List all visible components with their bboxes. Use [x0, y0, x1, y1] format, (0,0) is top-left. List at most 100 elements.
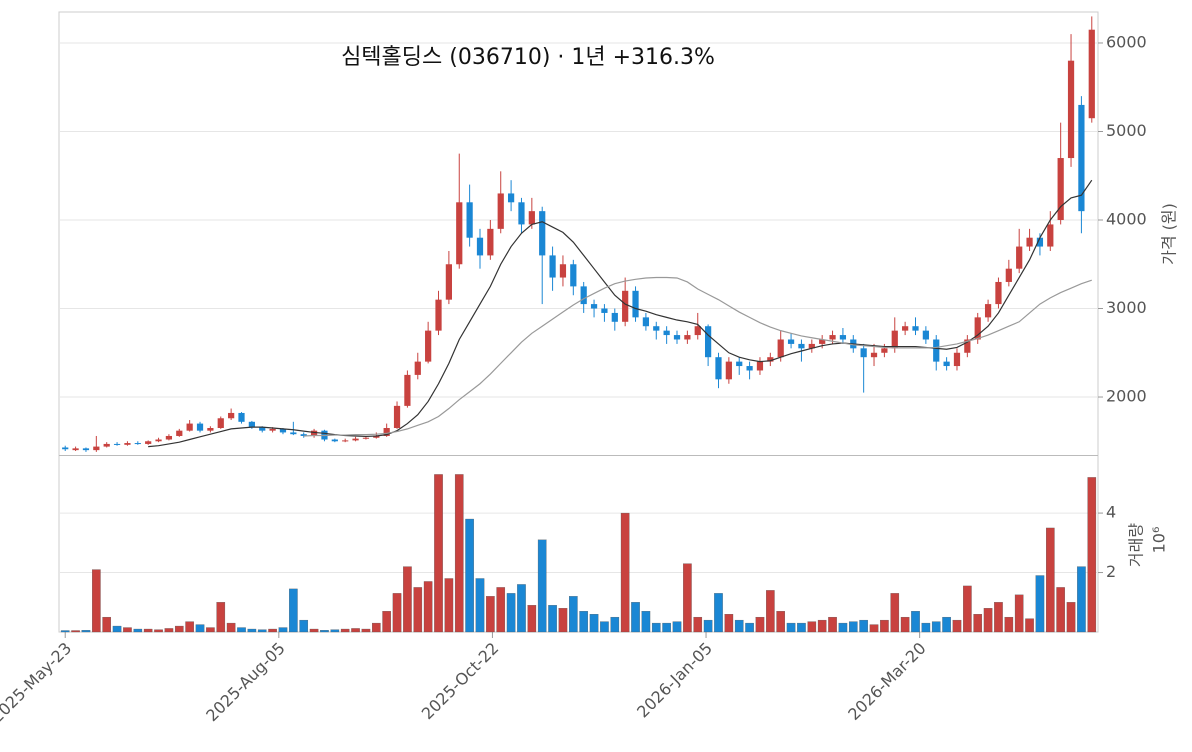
- candle-body: [259, 427, 266, 431]
- candle-body: [819, 339, 826, 344]
- candle-body: [518, 202, 525, 225]
- y-tick-label: 3000: [1106, 298, 1147, 317]
- volume-bar: [807, 621, 817, 633]
- candle-body: [1016, 246, 1023, 269]
- volume-bar: [382, 611, 391, 633]
- candle-body: [1078, 104, 1085, 212]
- candle-body: [248, 421, 255, 428]
- candle-body: [653, 326, 660, 331]
- volume-bar: [102, 616, 111, 633]
- volume-bar: [1077, 566, 1086, 633]
- candle-body: [507, 193, 515, 203]
- volume-bar: [247, 628, 257, 633]
- candle-body: [1026, 237, 1033, 247]
- volume-bar: [237, 627, 246, 633]
- volume-bar: [403, 566, 412, 633]
- candle-body: [694, 326, 701, 336]
- candle-body: [984, 304, 992, 318]
- volume-bar: [392, 593, 402, 633]
- candle-body: [93, 446, 100, 451]
- candle-body: [808, 343, 815, 349]
- volume-bar: [703, 619, 713, 633]
- candle-body: [1036, 237, 1044, 247]
- volume-bar: [143, 628, 153, 633]
- candle-body: [207, 428, 214, 431]
- x-tick-label: 2026-Mar-20: [844, 639, 929, 724]
- volume-bar: [600, 621, 609, 633]
- candle-body: [559, 264, 567, 278]
- candle-body: [456, 202, 463, 265]
- candle-body: [622, 290, 629, 322]
- candle-body: [642, 317, 650, 327]
- volume-bar: [299, 619, 309, 633]
- volume-bar: [195, 624, 205, 633]
- volume-bar: [859, 619, 868, 633]
- volume-bar: [289, 588, 298, 633]
- volume-bar: [434, 474, 443, 633]
- volume-bar: [475, 578, 485, 633]
- volume-bar: [133, 628, 143, 633]
- volume-bar: [610, 616, 620, 633]
- volume-bar: [60, 630, 70, 633]
- candle-body: [912, 326, 919, 331]
- volume-bar: [268, 628, 277, 633]
- volume-bar: [164, 628, 174, 633]
- volume-bar: [651, 622, 661, 633]
- y-tick-label: 6000: [1106, 32, 1147, 51]
- volume-bar: [278, 627, 288, 633]
- candle-body: [383, 428, 390, 436]
- volume-bar: [766, 590, 775, 633]
- volume-bar: [755, 616, 765, 633]
- volume-bar: [206, 627, 215, 633]
- volume-bar: [361, 628, 371, 633]
- volume-bar: [1035, 575, 1045, 633]
- candle-body: [601, 308, 608, 313]
- candle-body: [269, 428, 276, 431]
- volume-bar: [589, 614, 599, 633]
- candle-body: [943, 361, 950, 367]
- candle-body: [435, 299, 442, 331]
- volume-bar: [309, 628, 319, 633]
- volume-bar: [558, 608, 568, 633]
- candle-body: [145, 441, 152, 444]
- candle-body: [342, 440, 349, 442]
- y-tick-label: 2000: [1106, 387, 1147, 406]
- volume-bar: [848, 621, 858, 633]
- volume-bar: [911, 611, 920, 633]
- candle-body: [839, 335, 847, 340]
- candle-body: [62, 447, 69, 450]
- volume-bar: [838, 622, 848, 633]
- candle-body: [870, 352, 878, 358]
- candle-body: [673, 335, 681, 340]
- candle-body: [124, 443, 131, 445]
- candle-body: [798, 343, 805, 349]
- candle-body: [186, 423, 193, 431]
- y-tick-label: 2: [1106, 562, 1116, 581]
- candle-body: [580, 286, 587, 305]
- y-tick-label: 4000: [1106, 210, 1147, 229]
- volume-bar: [994, 602, 1003, 633]
- candle-body: [238, 412, 245, 422]
- candle-body: [777, 339, 784, 358]
- candle-body: [995, 281, 1002, 305]
- volume-bar: [465, 518, 474, 633]
- volume-bar: [900, 616, 910, 633]
- volume-bar: [797, 622, 806, 633]
- volume-bar: [745, 622, 754, 633]
- candle-body: [155, 439, 162, 442]
- candle-body: [746, 366, 753, 371]
- chart-title: 심텍홀딩스 (036710) · 1년 +316.3%: [341, 45, 715, 70]
- volume-bar: [579, 611, 588, 633]
- volume-bar: [734, 619, 744, 633]
- volume-bar: [631, 602, 640, 633]
- candle-body: [964, 339, 971, 353]
- volume-bar: [952, 619, 962, 633]
- candle-body: [1057, 158, 1064, 221]
- volume-bar: [330, 629, 340, 633]
- candle-body: [176, 430, 183, 436]
- volume-bar: [537, 539, 547, 633]
- candle-body: [632, 290, 639, 318]
- candle-body: [466, 202, 473, 238]
- candle-body: [82, 448, 90, 451]
